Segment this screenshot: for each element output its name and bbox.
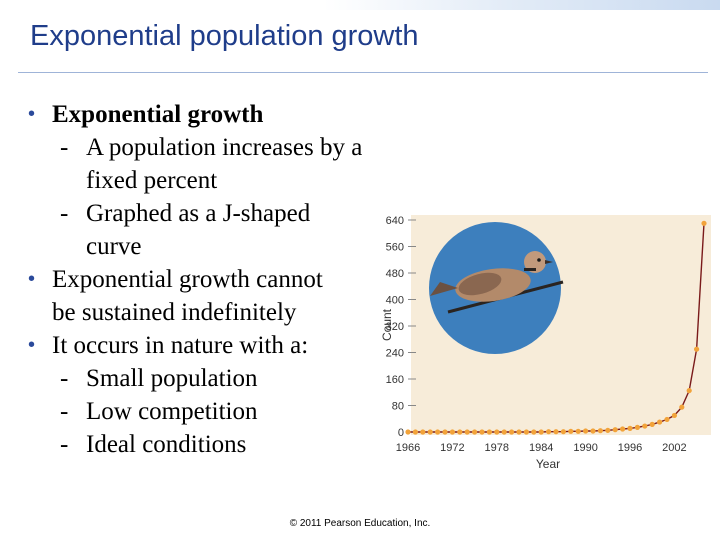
dash-icon: - (60, 431, 69, 458)
y-tick-label: 80 (392, 401, 404, 413)
data-point (701, 220, 707, 226)
bullet-item: • Exponential growth cannot be sustained… (28, 263, 428, 329)
data-point (642, 423, 648, 429)
data-point (560, 429, 566, 435)
x-tick-label: 1978 (485, 442, 509, 454)
y-tick-label: 0 (398, 427, 404, 439)
data-point (509, 429, 515, 435)
data-point (501, 429, 507, 435)
y-tick-label: 640 (386, 215, 404, 227)
x-axis-label: Year (536, 457, 560, 471)
data-point (634, 424, 640, 430)
bird-beak (545, 260, 553, 264)
bird-eye (537, 258, 541, 262)
data-point (464, 429, 470, 435)
sub-bullet-item: - Low competition (28, 395, 428, 428)
bird-tail (430, 282, 458, 296)
data-point (479, 429, 485, 435)
data-point (412, 429, 418, 435)
sub-bullet-text: A population increases by a fixed percen… (86, 134, 363, 194)
data-point (694, 346, 700, 352)
y-tick-label: 320 (386, 321, 404, 333)
y-tick-label: 240 (386, 348, 404, 360)
data-point (657, 419, 663, 425)
data-point (612, 427, 618, 433)
data-point (649, 421, 655, 427)
bullet-dot-icon: • (28, 103, 36, 125)
bullet-dot-icon: • (28, 334, 36, 356)
data-point (627, 425, 633, 431)
bird-head (524, 251, 546, 273)
data-point (486, 429, 492, 435)
data-point (671, 412, 677, 419)
data-point (472, 429, 478, 435)
data-point (590, 428, 596, 434)
x-tick-label: 1972 (440, 442, 464, 454)
bird-wing (458, 272, 502, 296)
data-point (553, 429, 559, 435)
x-tick-label: 1990 (573, 442, 597, 454)
bullet-text: It occurs in nature with a: (52, 332, 309, 359)
data-point (583, 428, 589, 434)
y-tick-label: 480 (386, 268, 404, 280)
bullet-item: • Exponential growth (28, 98, 428, 131)
data-point (605, 427, 611, 433)
x-tick-label: 2002 (662, 442, 686, 454)
data-point (405, 429, 411, 435)
data-point (457, 429, 463, 435)
y-tick-label: 400 (386, 295, 404, 307)
x-tick-label: 1996 (618, 442, 642, 454)
copyright-footer: © 2011 Pearson Education, Inc. (289, 518, 431, 529)
bullet-text: Exponential growth cannot be sustained i… (52, 266, 323, 326)
sub-bullet-text: Small population (86, 365, 258, 392)
sub-bullet-item: - Graphed as a J-shaped curve (28, 197, 428, 263)
data-point (538, 429, 544, 435)
bullet-item: • It occurs in nature with a: (28, 329, 428, 362)
y-tick-label: 560 (386, 242, 404, 254)
bullet-dot-icon: • (28, 268, 36, 290)
x-tick-label: 1966 (396, 442, 420, 454)
data-point (523, 429, 529, 435)
data-point (435, 429, 441, 435)
header-band (0, 0, 720, 10)
dash-icon: - (60, 365, 69, 392)
bullet-text: Exponential growth (52, 101, 264, 128)
sub-bullet-text: Low competition (86, 398, 258, 425)
data-point (679, 404, 685, 410)
data-point (686, 387, 692, 394)
sub-bullet-item: - Small population (28, 362, 428, 395)
dash-icon: - (60, 200, 69, 227)
dash-icon: - (60, 398, 69, 425)
y-tick-label: 160 (386, 374, 404, 386)
data-point (664, 416, 670, 423)
data-point (494, 429, 500, 435)
bird-collar (524, 268, 536, 271)
title-divider (18, 72, 708, 73)
sub-bullet-text: Ideal conditions (86, 431, 247, 458)
y-axis-label: Count (380, 308, 394, 341)
dash-icon: - (60, 134, 69, 161)
data-point (620, 426, 626, 432)
population-chart: Count Year 0 80 160 240 320 400 480 560 640 1966… (380, 215, 711, 471)
data-point (546, 429, 552, 435)
x-tick-label: 1984 (529, 442, 553, 454)
data-point (449, 429, 455, 435)
data-point (575, 428, 581, 434)
data-point (427, 429, 433, 435)
sub-bullet-item: - A population increases by a fixed perc… (28, 131, 428, 197)
sub-bullet-item: - Ideal conditions (28, 428, 428, 461)
data-point (568, 428, 574, 434)
data-point (442, 429, 448, 435)
sub-bullet-text: Graphed as a J-shaped curve (86, 200, 311, 260)
slide-title: Exponential population growth (30, 20, 419, 52)
data-point (516, 429, 522, 435)
bullet-list: • Exponential growth - A population incr… (28, 98, 428, 461)
data-point (597, 428, 603, 434)
data-point (420, 429, 426, 435)
data-point (531, 429, 537, 435)
bird-photo (429, 222, 564, 354)
